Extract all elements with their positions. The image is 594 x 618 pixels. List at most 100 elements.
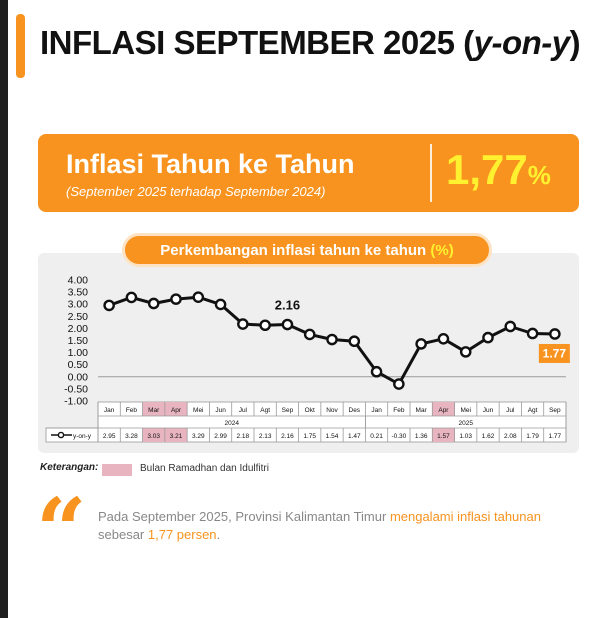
data-point [214, 298, 227, 311]
month-label: Agt [528, 407, 538, 414]
month-label: Agt [260, 407, 270, 414]
month-label: Jul [506, 407, 515, 414]
quote-part-3: sebesar [98, 527, 148, 542]
y-tick-label: 1.00 [68, 347, 89, 359]
table-value: 1.62 [482, 433, 495, 440]
series-legend-marker [57, 431, 65, 439]
data-point [170, 293, 182, 305]
month-label: Mei [193, 407, 203, 414]
y-tick-label: 0.50 [68, 359, 89, 371]
y-tick-label: -1.00 [64, 396, 88, 408]
table-value: 3.21 [170, 433, 183, 440]
table-value: 1.75 [303, 433, 316, 440]
banner-value: 1,77% [446, 146, 551, 194]
data-point [147, 297, 160, 310]
month-label: Feb [126, 407, 138, 414]
data-point [526, 327, 539, 340]
series-legend-name: y-on-y [73, 433, 92, 440]
table-value: 1.57 [437, 433, 450, 440]
data-point [237, 318, 249, 330]
inflation-banner [38, 134, 579, 212]
month-label: Mei [460, 407, 470, 414]
value-annotation: 2.16 [275, 298, 300, 313]
data-point [504, 320, 517, 333]
ramadan-highlight [142, 428, 165, 442]
table-value: 1.54 [326, 433, 339, 440]
table-value: 2.08 [504, 433, 517, 440]
inflation-line-chart: 4.003.503.002.502.001.501.000.500.00-0.5… [45, 275, 570, 443]
legend-swatch [102, 464, 132, 476]
y-tick-label: 1.50 [68, 335, 89, 347]
month-label: Jan [104, 407, 115, 414]
data-point [348, 335, 361, 348]
month-label: Jun [483, 407, 494, 414]
quote-part-5: . [216, 527, 221, 542]
quote-highlight-2: 1,77 persen [147, 527, 217, 542]
table-value: 2.95 [103, 433, 116, 440]
table-value: 2.18 [237, 433, 250, 440]
month-label: Mar [416, 407, 428, 414]
data-point [482, 331, 494, 344]
banner-divider [430, 144, 432, 202]
month-label: Sep [282, 407, 294, 414]
month-label: Nov [326, 407, 338, 414]
banner-title: Inflasi Tahun ke Tahun [66, 149, 355, 179]
ramadan-highlight [432, 402, 455, 416]
value-callout-box [538, 343, 570, 363]
title-accent-bar [16, 14, 25, 78]
legend-label: Keterangan: [40, 462, 99, 473]
chart-title: Perkembangan inflasi tahun ke tahun (%) [122, 242, 492, 259]
quote-text: Pada September 2025, Provinsi Kalimantan… [98, 508, 574, 544]
legend-item: Bulan Ramadhan dan Idulfitri [140, 463, 269, 474]
table-value: 0.21 [370, 433, 383, 440]
month-label: Sep [549, 407, 561, 414]
table-value: 3.28 [125, 433, 138, 440]
ramadan-highlight [164, 402, 188, 416]
data-point [303, 328, 316, 341]
page-title: INFLASI SEPTEMBER 2025 (y-on-y) [40, 24, 581, 62]
chart-title-text: Perkembangan inflasi tahun ke tahun [160, 242, 431, 259]
data-point [393, 378, 405, 390]
data-point [549, 328, 561, 340]
ramadan-highlight [142, 402, 165, 416]
month-label: Mar [148, 407, 160, 414]
month-label: Des [349, 407, 361, 414]
table-value: 1.36 [415, 433, 428, 440]
month-label: Jul [239, 407, 248, 414]
y-tick-label: 2.50 [68, 311, 89, 323]
ramadan-highlight [164, 428, 188, 442]
page-title-main: INFLASI SEPTEMBER 2025 ( [40, 24, 474, 61]
banner-value-number: 1,77 [446, 146, 528, 193]
table-value: 1.03 [459, 433, 472, 440]
month-label: Apr [438, 407, 449, 414]
data-point [103, 299, 115, 312]
data-point [370, 365, 383, 378]
data-point [192, 291, 205, 303]
month-label: Apr [171, 407, 182, 414]
month-label: Feb [393, 407, 405, 414]
quote-icon: “ [36, 478, 87, 582]
ramadan-highlight [432, 428, 455, 442]
table-value: 1.79 [526, 433, 539, 440]
left-rail [0, 0, 8, 618]
table-value: 2.99 [214, 433, 227, 440]
y-tick-label: 4.00 [68, 275, 89, 287]
data-point [259, 319, 271, 332]
page-title-end: ) [569, 24, 581, 61]
page-title-italic: y-on-y [473, 24, 571, 61]
y-tick-label: 3.00 [68, 299, 89, 311]
month-label: Jan [371, 407, 382, 414]
table-value: 2.16 [281, 433, 294, 440]
quote-highlight-1: mengalami inflasi tahunan [389, 509, 541, 524]
chart-title-pill [122, 233, 492, 267]
month-label: Okt [305, 407, 315, 414]
banner-value-unit: % [527, 160, 551, 190]
data-point [125, 291, 138, 304]
y-tick-label: -0.50 [64, 383, 88, 395]
table-value: 3.03 [147, 433, 160, 440]
table-value: 1.77 [549, 433, 562, 440]
table-value: 2.13 [259, 433, 272, 440]
month-label: Jun [215, 407, 226, 414]
data-point [415, 338, 427, 350]
data-point [437, 333, 450, 345]
